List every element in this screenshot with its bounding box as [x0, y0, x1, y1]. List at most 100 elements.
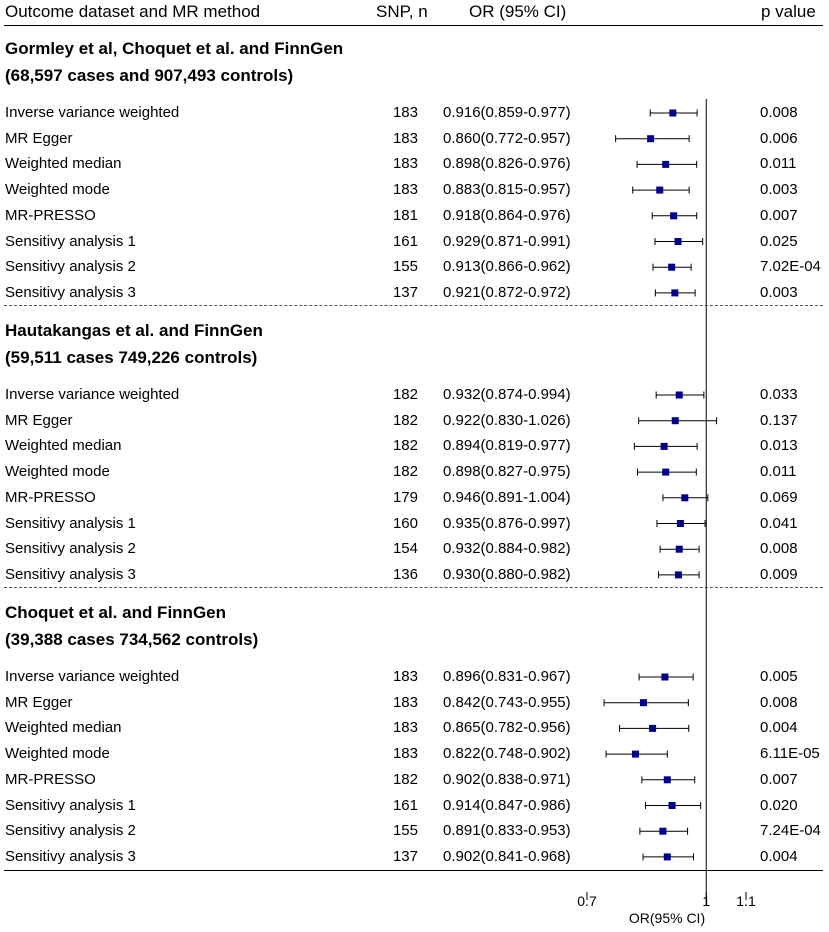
point-estimate: [681, 494, 689, 502]
row-or-ci: 0.935(0.876-0.997): [443, 514, 571, 532]
point-estimate: [670, 212, 678, 220]
row-or-ci: 0.896(0.831-0.967): [443, 668, 571, 685]
row-p-value: 0.041: [760, 514, 798, 532]
row-or-ci: 0.916(0.859-0.977): [443, 104, 571, 121]
row-method: Sensitivy analysis 3: [5, 283, 136, 301]
row-snp-n: 160: [392, 514, 418, 532]
row-or-ci: 0.883(0.815-0.957): [443, 181, 571, 199]
row-p-value: 0.033: [760, 386, 798, 403]
header-snp-n: SNP, n: [376, 2, 428, 21]
point-estimate: [676, 520, 684, 527]
point-estimate: [649, 724, 657, 732]
row-p-value: 0.008: [760, 693, 798, 711]
group-title: Gormley et al, Choquet et al. and FinnGe…: [5, 39, 344, 58]
row-snp-n: 183: [392, 668, 418, 685]
point-estimate: [660, 442, 668, 450]
point-estimate: [639, 699, 647, 707]
row-method: MR-PRESSO: [5, 206, 96, 224]
row-p-value: 0.011: [760, 155, 797, 173]
point-estimate: [647, 135, 655, 143]
row-snp-n: 137: [392, 847, 418, 865]
row-snp-n: 161: [392, 796, 418, 814]
row-snp-n: 155: [392, 258, 418, 276]
row-snp-n: 183: [392, 693, 418, 711]
row-or-ci: 0.914(0.847-0.986): [443, 796, 571, 814]
header-p-value: p value: [761, 2, 816, 21]
row-p-value: 0.003: [760, 181, 798, 199]
group-title: Hautakangas et al. and FinnGen: [5, 321, 263, 340]
row-p-value: 0.004: [760, 847, 798, 865]
row-method: Sensitivy analysis 2: [5, 822, 136, 840]
row-p-value: 0.137: [760, 411, 798, 429]
row-method: Weighted median: [5, 437, 122, 455]
row-method: MR-PRESSO: [5, 770, 96, 788]
row-method: Weighted mode: [5, 463, 110, 481]
row-or-ci: 0.865(0.782-0.956): [443, 719, 571, 737]
row-or-ci: 0.902(0.841-0.968): [443, 847, 571, 865]
row-snp-n: 137: [392, 283, 418, 301]
row-or-ci: 0.921(0.872-0.972): [443, 283, 571, 301]
row-or-ci: 0.932(0.884-0.982): [443, 540, 571, 558]
row-or-ci: 0.913(0.866-0.962): [443, 258, 571, 276]
point-estimate: [675, 545, 683, 553]
row-p-value: 0.003: [760, 283, 798, 301]
row-method: MR Egger: [5, 129, 73, 147]
row-method: Weighted median: [5, 719, 122, 737]
group-separator: [4, 587, 823, 588]
row-p-value: 0.006: [760, 129, 798, 147]
row-method: Sensitivy analysis 2: [5, 540, 136, 558]
row-or-ci: 0.842(0.743-0.955): [443, 693, 571, 711]
row-snp-n: 182: [392, 411, 418, 429]
row-snp-n: 182: [392, 386, 418, 403]
row-snp-n: 183: [392, 155, 418, 173]
row-or-ci: 0.946(0.891-1.004): [443, 488, 571, 506]
row-snp-n: 179: [392, 488, 418, 506]
row-p-value: 0.020: [760, 796, 798, 814]
point-estimate: [675, 391, 683, 399]
point-estimate: [668, 802, 676, 809]
row-or-ci: 0.891(0.833-0.953): [443, 822, 571, 840]
row-p-value: 0.011: [760, 463, 797, 481]
row-snp-n: 183: [392, 745, 418, 763]
row-or-ci: 0.860(0.772-0.957): [443, 129, 571, 147]
row-snp-n: 183: [392, 719, 418, 737]
row-snp-n: 136: [392, 565, 418, 583]
point-estimate: [661, 673, 669, 681]
row-or-ci: 0.929(0.871-0.991): [443, 232, 571, 250]
point-estimate: [674, 571, 682, 579]
group-subtitle: (68,597 cases and 907,493 controls): [5, 66, 294, 85]
row-or-ci: 0.902(0.838-0.971): [443, 770, 571, 788]
row-method: Inverse variance weighted: [5, 386, 180, 403]
row-p-value: 7.02E-04: [760, 258, 821, 276]
row-or-ci: 0.932(0.874-0.994): [443, 386, 571, 403]
header-or-ci: OR (95% CI): [469, 2, 567, 21]
row-or-ci: 0.898(0.826-0.976): [443, 155, 571, 173]
row-method: MR-PRESSO: [5, 488, 96, 506]
x-tick-label: 0.7: [577, 893, 597, 909]
row-snp-n: 182: [392, 437, 418, 455]
row-method: MR Egger: [5, 693, 73, 711]
row-snp-n: 182: [392, 463, 418, 481]
point-estimate: [671, 417, 679, 425]
table-bottom-rule: [4, 870, 823, 871]
row-p-value: 0.007: [760, 206, 798, 224]
point-estimate: [669, 109, 677, 117]
row-or-ci: 0.930(0.880-0.982): [443, 565, 571, 583]
row-p-value: 7.24E-04: [760, 822, 821, 840]
row-method: Inverse variance weighted: [5, 668, 180, 685]
row-snp-n: 154: [392, 540, 418, 558]
row-method: Sensitivy analysis 3: [5, 847, 136, 865]
point-estimate: [659, 827, 667, 835]
group-subtitle: (59,511 cases 749,226 controls): [5, 348, 258, 367]
x-axis-label: OR(95% CI): [628, 910, 706, 926]
row-p-value: 0.025: [760, 232, 798, 250]
row-method: Weighted mode: [5, 745, 110, 763]
point-estimate: [663, 853, 671, 861]
group-subtitle: (39,388 cases 734,562 controls): [5, 630, 259, 649]
row-method: Sensitivy analysis 1: [5, 232, 136, 250]
row-snp-n: 183: [392, 104, 418, 121]
row-method: Weighted mode: [5, 181, 110, 199]
row-method: Sensitivy analysis 1: [5, 514, 136, 532]
row-snp-n: 182: [392, 770, 418, 788]
